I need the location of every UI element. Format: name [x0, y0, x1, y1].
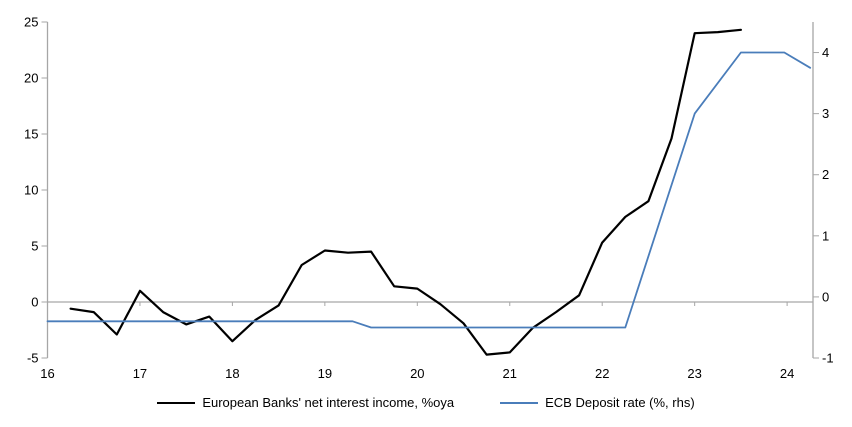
x-axis-year-label: 23: [687, 366, 701, 381]
left-axis-tick-label: 20: [24, 71, 38, 86]
x-axis-year-label: 18: [225, 366, 239, 381]
legend-line-swatch-black: [157, 401, 196, 404]
legend-label-net-interest-income: European Banks' net interest income, %oy…: [202, 395, 455, 410]
left-axis-tick-label: 15: [24, 127, 38, 142]
x-axis-year-label: 24: [780, 366, 794, 381]
x-axis-year-label: 20: [410, 366, 424, 381]
legend-item-net-interest-income: European Banks' net interest income, %oy…: [157, 395, 454, 410]
series-line-0: [69, 28, 743, 356]
legend-line-swatch-blue: [500, 401, 539, 404]
x-axis-year-label: 16: [40, 366, 54, 381]
right-axis-tick-label: 3: [822, 106, 829, 121]
right-axis-tick-label: 2: [822, 167, 829, 182]
left-axis-tick-label: -5: [27, 351, 39, 366]
left-axis-tick-label: 0: [31, 295, 38, 310]
x-axis-year-label: 17: [133, 366, 147, 381]
right-axis-tick-label: 4: [822, 45, 829, 60]
right-axis-tick-label: -1: [822, 351, 834, 366]
x-axis-year-label: 19: [318, 366, 332, 381]
legend-item-ecb-deposit-rate: ECB Deposit rate (%, rhs): [500, 395, 695, 410]
left-axis-tick-label: 5: [31, 239, 38, 254]
right-axis-tick-label: 0: [822, 289, 829, 304]
right-axis-tick-label: 1: [822, 228, 829, 243]
chart-legend: European Banks' net interest income, %oy…: [0, 395, 852, 410]
x-axis-year-label: 22: [595, 366, 609, 381]
x-axis-year-label: 21: [503, 366, 517, 381]
left-axis-tick-label: 10: [24, 183, 38, 198]
legend-label-ecb-deposit-rate: ECB Deposit rate (%, rhs): [545, 395, 695, 410]
left-axis-tick-label: 25: [24, 15, 38, 30]
series-line-1: [46, 51, 812, 329]
